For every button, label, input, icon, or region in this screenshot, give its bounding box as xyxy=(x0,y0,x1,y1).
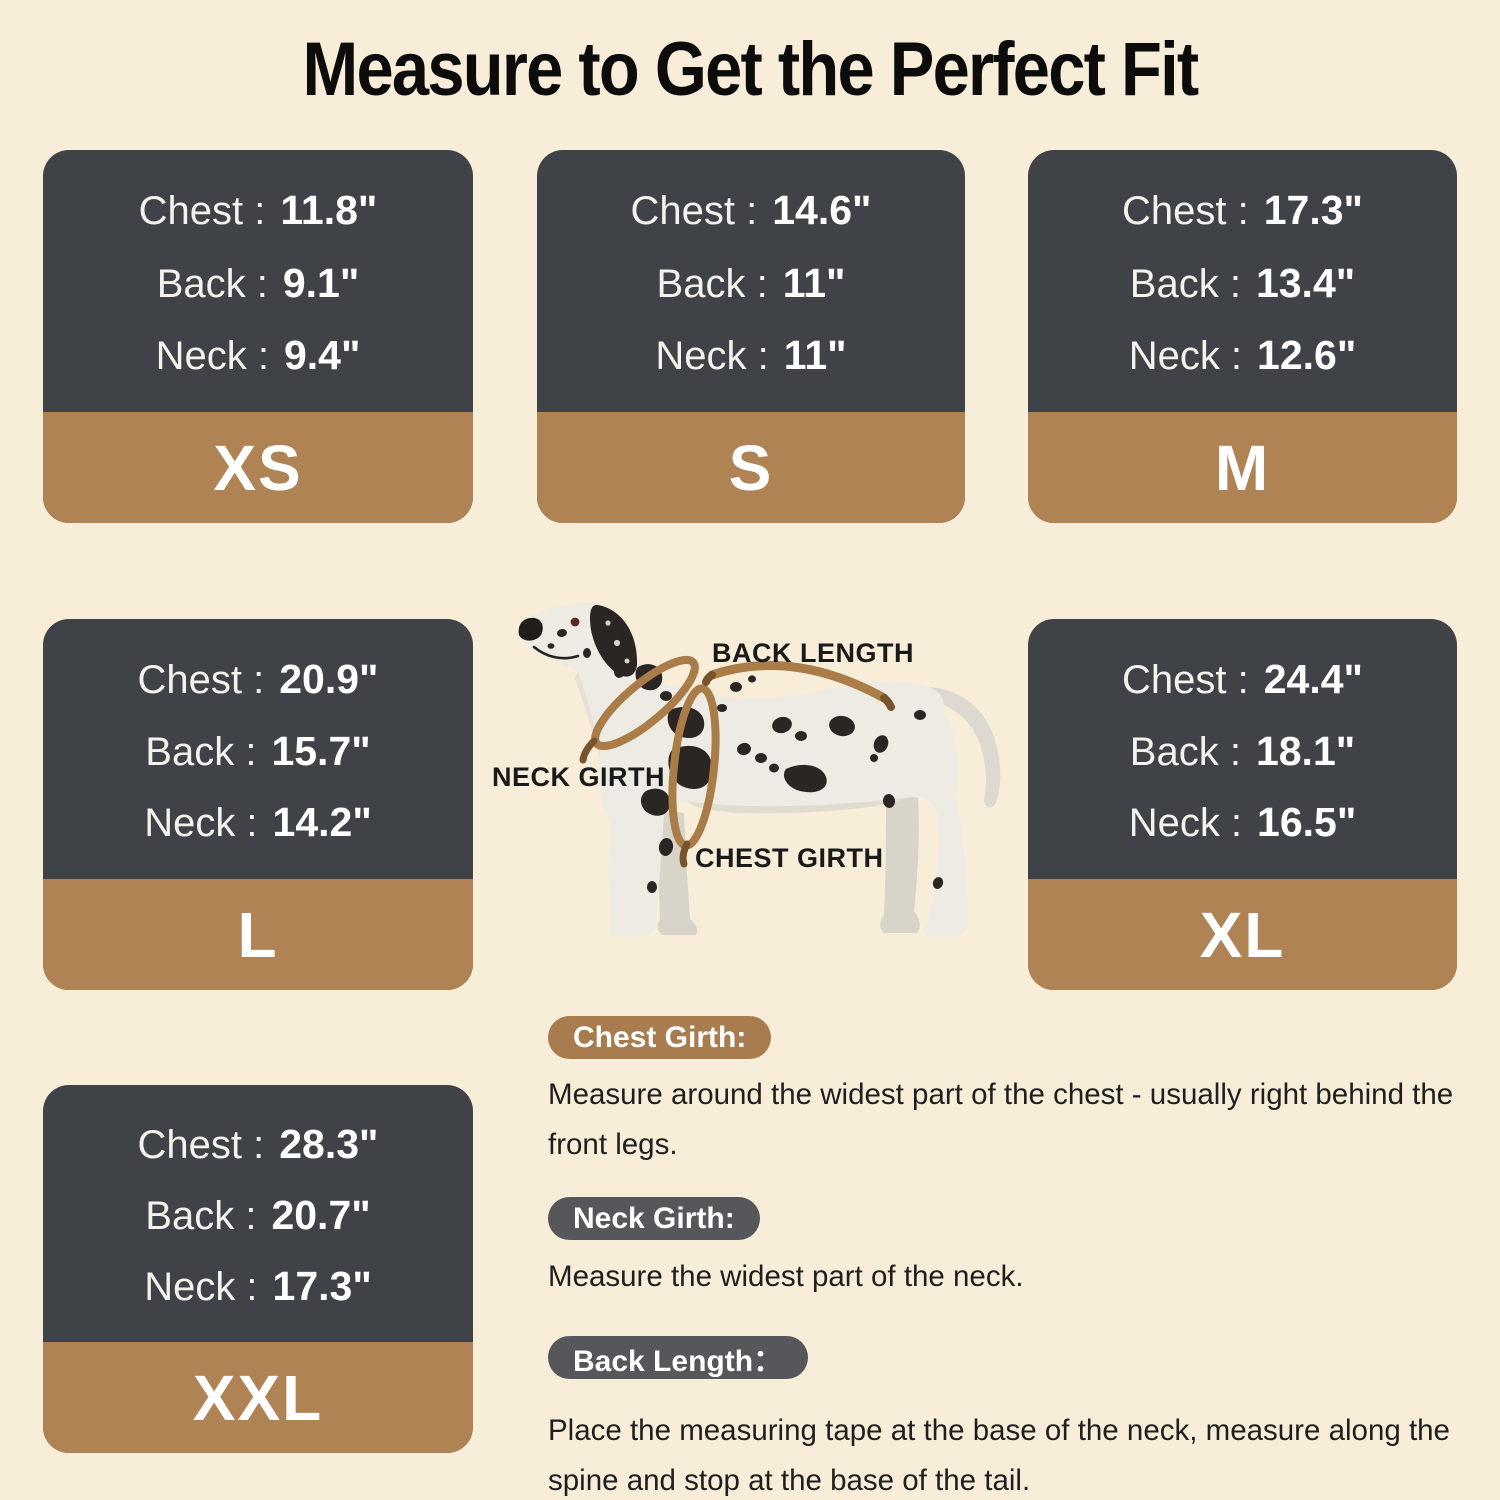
neck-row: Neck : 11" xyxy=(655,332,846,379)
chest-label: Chest : xyxy=(1122,657,1249,702)
size-card-l: Chest : 20.9" Back : 15.7" Neck : 14.2" L xyxy=(43,619,473,990)
neck-value: 11" xyxy=(783,331,847,378)
chest-value: 20.9" xyxy=(279,655,379,702)
neck-label: Neck : xyxy=(655,333,769,378)
chest-value: 14.6" xyxy=(772,187,872,234)
measurements-l: Chest : 20.9" Back : 15.7" Neck : 14.2" xyxy=(43,619,473,879)
size-band-xxl: XXL xyxy=(43,1342,473,1453)
chest-row: Chest : 17.3" xyxy=(1122,187,1363,234)
chest-label: Chest : xyxy=(137,1123,265,1167)
back-label: Back : xyxy=(145,1194,257,1238)
neck-label: Neck : xyxy=(1128,801,1243,846)
neck-value: 9.4" xyxy=(283,331,361,378)
size-card-xs: Chest : 11.8" Back : 9.1" Neck : 9.4" XS xyxy=(43,150,473,523)
chest-value: 11.8" xyxy=(280,187,378,234)
chest-label: Chest : xyxy=(1122,189,1249,234)
neck-girth-description: Measure the widest part of the neck. xyxy=(548,1260,1024,1293)
chest-row: Chest : 20.9" xyxy=(138,656,379,703)
chest-label: Chest : xyxy=(138,189,266,234)
neck-row: Neck : 12.6" xyxy=(1129,332,1357,379)
dog-diagram xyxy=(490,595,1015,955)
size-card-xxl: Chest : 28.3" Back : 20.7" Neck : 17.3" XXL xyxy=(43,1085,473,1453)
chest-row: Chest : 28.3" xyxy=(138,1121,379,1168)
chest-value: 28.3" xyxy=(279,1121,379,1167)
back-row: Back : 15.7" xyxy=(145,728,370,775)
back-label: Back : xyxy=(1129,261,1241,306)
size-band-xl: XL xyxy=(1028,879,1457,990)
neck-value: 14.2" xyxy=(272,799,372,846)
size-card-m: Chest : 17.3" Back : 13.4" Neck : 12.6" M xyxy=(1028,150,1457,523)
back-value: 15.7" xyxy=(271,727,371,774)
back-label: Back : xyxy=(145,729,257,774)
neck-row: Neck : 17.3" xyxy=(144,1263,372,1310)
page-title: Measure to Get the Perfect Fit xyxy=(302,27,1200,112)
back-value: 20.7" xyxy=(271,1192,371,1238)
neck-row: Neck : 16.5" xyxy=(1129,799,1357,846)
neck-label: Neck : xyxy=(144,1265,258,1309)
neck-label: Neck : xyxy=(1128,333,1243,378)
neck-row: Neck : 14.2" xyxy=(144,799,372,846)
size-letter-xl: XL xyxy=(1199,898,1286,971)
size-letter-xxl: XXL xyxy=(192,1361,324,1434)
size-band-m: M xyxy=(1028,412,1457,523)
neck-label: Neck : xyxy=(144,801,258,846)
chest-row: Chest : 14.6" xyxy=(631,187,872,234)
size-band-l: L xyxy=(43,879,473,990)
neck-girth-badge: Neck Girth: xyxy=(548,1197,760,1240)
back-label: Back : xyxy=(1129,729,1241,774)
neck-value: 12.6" xyxy=(1257,331,1357,378)
back-value: 13.4" xyxy=(1255,259,1356,306)
size-band-xs: XS xyxy=(43,412,473,523)
size-letter-s: S xyxy=(728,431,774,504)
back-value: 11" xyxy=(782,259,846,306)
neck-value: 16.5" xyxy=(1257,799,1357,846)
back-length-description: Place the measuring tape at the base of … xyxy=(548,1414,1450,1497)
back-row: Back : 20.7" xyxy=(145,1192,370,1239)
dalmatian-illustration xyxy=(518,603,1001,936)
measurements-xs: Chest : 11.8" Back : 9.1" Neck : 9.4" xyxy=(43,150,473,412)
neck-value: 17.3" xyxy=(272,1263,372,1309)
back-length-label: BACK LENGTH xyxy=(712,638,914,668)
size-letter-xs: XS xyxy=(213,431,303,504)
size-letter-l: L xyxy=(237,898,279,971)
back-row: Back : 11" xyxy=(657,260,846,307)
size-card-s: Chest : 14.6" Back : 11" Neck : 11" S xyxy=(537,150,965,523)
size-band-s: S xyxy=(537,412,965,523)
back-row: Back : 9.1" xyxy=(157,260,360,307)
size-card-xl: Chest : 24.4" Back : 18.1" Neck : 16.5" XL xyxy=(1028,619,1457,990)
back-value: 9.1" xyxy=(282,259,360,306)
chest-label: Chest : xyxy=(137,657,265,702)
measurements-xl: Chest : 24.4" Back : 18.1" Neck : 16.5" xyxy=(1028,619,1457,879)
back-row: Back : 18.1" xyxy=(1130,728,1355,775)
back-label: Back : xyxy=(656,261,768,306)
back-value: 18.1" xyxy=(1255,727,1356,774)
chest-value: 17.3" xyxy=(1263,187,1363,234)
measurements-xxl: Chest : 28.3" Back : 20.7" Neck : 17.3" xyxy=(43,1085,473,1342)
back-label: Back : xyxy=(156,261,268,306)
neck-girth-label: NECK GIRTH xyxy=(492,762,665,792)
neck-label: Neck : xyxy=(155,333,269,378)
measurements-m: Chest : 17.3" Back : 13.4" Neck : 12.6" xyxy=(1028,150,1457,412)
size-letter-m: M xyxy=(1214,431,1271,504)
measurements-s: Chest : 14.6" Back : 11" Neck : 11" xyxy=(537,150,965,412)
back-length-badge: Back Length： xyxy=(548,1336,809,1379)
chest-row: Chest : 11.8" xyxy=(139,187,378,234)
chest-label: Chest : xyxy=(630,189,758,234)
chest-value: 24.4" xyxy=(1263,655,1363,702)
neck-row: Neck : 9.4" xyxy=(156,332,361,379)
chest-girth-badge: Chest Girth: xyxy=(548,1016,772,1059)
chest-girth-label: CHEST GIRTH xyxy=(695,843,884,873)
chest-row: Chest : 24.4" xyxy=(1122,656,1363,703)
back-row: Back : 13.4" xyxy=(1130,260,1355,307)
chest-girth-description: Measure around the widest part of the ch… xyxy=(548,1078,1454,1161)
